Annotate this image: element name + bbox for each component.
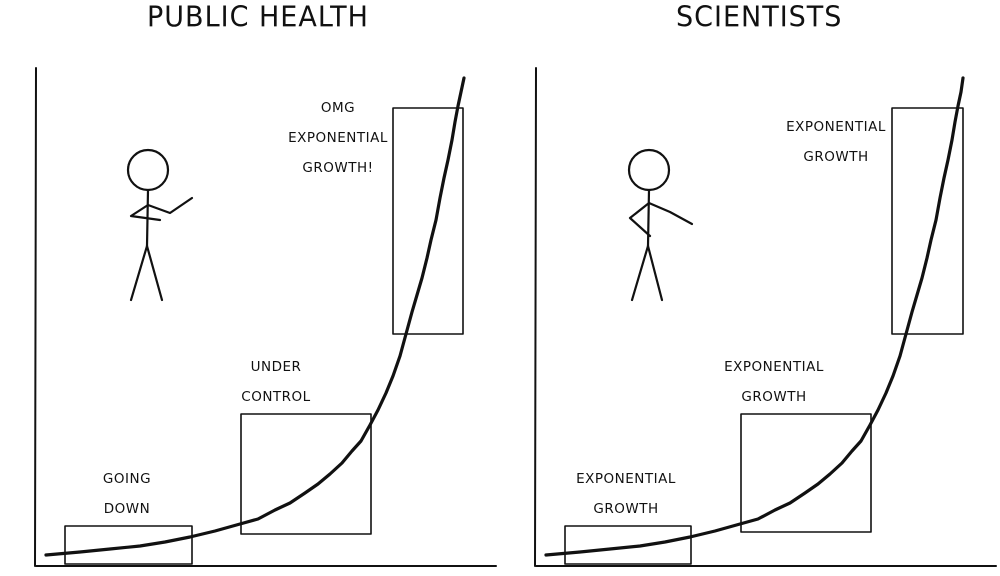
right-stick-figure [627,148,694,302]
label-line: OMG [320,100,356,116]
left-y-axis [34,67,37,567]
right-exponential-curve [544,76,965,557]
panel-title-public-health: PUBLIC HEALTH [147,1,369,34]
label-line: EXPONENTIAL [576,471,676,487]
left-box-medium [240,413,372,535]
label-line: GOING [102,471,152,487]
right-box-large [891,107,964,335]
left-figure-arm-raised [146,196,194,215]
left-figure-arm-bent [129,203,162,222]
label-exponential-growth-small: EXPONENTIAL GROWTH [570,464,682,524]
right-box-medium [740,413,872,533]
left-stick-figure [126,148,194,302]
right-figure-leg-right [646,244,664,302]
label-line: UNDER [250,359,302,375]
panel-public-health-drawing [34,67,497,567]
left-box-small [64,525,193,565]
label-under-control: UNDER CONTROL [226,352,326,412]
right-figure-arm-hip [628,201,652,238]
panel-title-scientists: SCIENTISTS [676,1,843,34]
left-exponential-curve [44,76,466,557]
label-line: CONTROL [241,389,311,405]
left-figure-head [126,148,170,192]
left-figure-leg-left [129,244,149,302]
label-line: DOWN [103,501,151,517]
label-line: EXPONENTIAL [724,359,824,375]
label-line: GROWTH [593,501,659,517]
right-figure-leg-left [630,244,650,302]
right-figure-body [646,188,651,248]
label-going-down: GOING DOWN [82,464,172,524]
label-line: EXPONENTIAL [288,130,388,146]
label-line: EXPONENTIAL [786,119,886,135]
left-box-large [392,107,464,335]
right-figure-head [627,148,671,192]
label-line: GROWTH [803,149,869,165]
label-exponential-growth-large: EXPONENTIAL GROWTH [780,112,892,172]
left-figure-leg-right [145,244,164,302]
right-y-axis [534,67,537,567]
right-box-small [564,525,692,565]
label-line: GROWTH! [302,160,374,176]
right-figure-arm-pointing [647,201,694,226]
label-line: GROWTH [741,389,807,405]
label-omg-exponential-growth: OMG EXPONENTIAL GROWTH! [282,93,394,183]
label-exponential-growth-medium: EXPONENTIAL GROWTH [718,352,830,412]
panel-scientists-drawing [534,67,997,567]
